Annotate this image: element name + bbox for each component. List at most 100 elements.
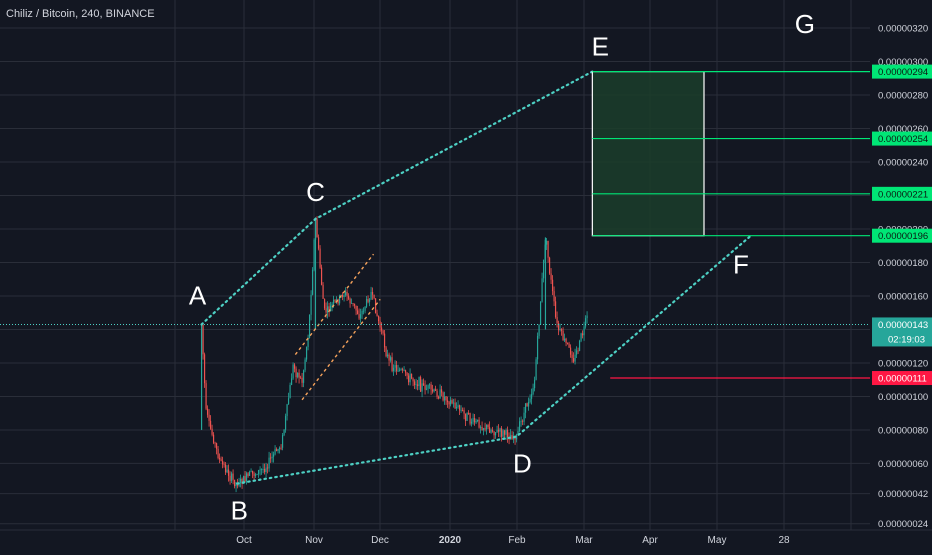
candle-body (566, 343, 569, 344)
candle-body (325, 308, 327, 313)
candle-body (386, 354, 389, 357)
y-tick-label: 0.00000060 (878, 459, 928, 470)
candle-body (238, 483, 240, 486)
y-tick-label: 0.00000024 (878, 519, 928, 530)
candle-body (226, 469, 228, 473)
candle-body (575, 350, 578, 355)
candle-body (448, 402, 450, 405)
candle-body (428, 384, 431, 386)
candle-body (458, 405, 461, 411)
candle-body (359, 314, 362, 319)
candle-body (472, 418, 474, 422)
candle-body (224, 464, 227, 473)
candle-body (424, 385, 426, 390)
y-tick-label: 0.00000160 (878, 291, 928, 302)
candle-body (557, 322, 560, 331)
candle-body (496, 429, 498, 433)
candle-body (559, 329, 561, 331)
candle-body (497, 429, 500, 432)
y-tick-label: 0.00000100 (878, 392, 928, 403)
candle-body (326, 306, 329, 313)
candle-body (430, 384, 432, 390)
candle-body (269, 457, 272, 459)
candle-body (211, 428, 213, 435)
x-tick-label: Oct (236, 535, 252, 546)
candle-body (461, 410, 464, 411)
candle-body (239, 478, 242, 484)
candle-body (274, 449, 276, 455)
candle-body (445, 396, 447, 401)
target-badge-1-label: 0.00000294 (878, 67, 928, 78)
wave-label-f: F (733, 250, 749, 280)
candle-body (296, 372, 299, 378)
y-axis[interactable]: 0.00000320 0.00000300 0.00000280 0.00000260… (870, 0, 932, 530)
x-tick-label: Nov (305, 535, 323, 546)
candle-body (409, 373, 411, 383)
candle-body (220, 459, 222, 461)
candle-body (505, 429, 507, 435)
candle-body (518, 421, 521, 431)
candle-body (578, 340, 581, 351)
candle-body (572, 358, 575, 362)
candle-body (205, 383, 207, 409)
target-zone-box (591, 70, 705, 237)
candle-body (257, 470, 260, 475)
x-axis[interactable]: Oct Nov Dec 2020 Feb Mar Apr May 28 (0, 529, 932, 546)
candle-body (493, 431, 495, 436)
candle-body (547, 240, 549, 258)
drawings[interactable] (0, 70, 872, 485)
candle-body (533, 379, 536, 389)
candle-body (335, 299, 338, 301)
candle-body (551, 279, 554, 292)
candle-body (503, 430, 506, 435)
candle-body (523, 412, 525, 422)
candle-body (347, 295, 350, 299)
candle-body (241, 478, 243, 484)
candle-body (281, 435, 284, 448)
candle-body (203, 354, 206, 384)
candle-body (418, 377, 420, 387)
y-tick-label: 0.00000120 (878, 358, 928, 369)
candle-body (511, 435, 513, 440)
candle-body (382, 330, 384, 334)
candle-body (455, 406, 458, 409)
candle-body (452, 402, 455, 404)
candle-body (397, 370, 399, 372)
candle-body (515, 434, 518, 440)
candle-body (454, 402, 456, 409)
candle-body (398, 369, 401, 371)
candle-body (244, 476, 246, 482)
candle-body (271, 456, 273, 459)
y-tick-label: 0.00000240 (878, 158, 928, 169)
candle-body (277, 448, 279, 452)
candle-body (293, 364, 296, 369)
candle-body (449, 400, 452, 405)
candle-body (491, 429, 494, 432)
candle-body (305, 347, 308, 360)
candle-body (272, 454, 275, 457)
candle-body (352, 302, 354, 304)
candle-body (394, 365, 396, 368)
candle-body (323, 298, 326, 309)
candle-body (223, 464, 225, 466)
candle-body (328, 306, 330, 312)
candle-body (526, 403, 528, 407)
candle-body (400, 369, 402, 371)
candle-body (410, 373, 413, 379)
candle-body (242, 476, 245, 484)
candle-body (250, 470, 252, 472)
candle-body (215, 443, 218, 449)
candle-body (530, 394, 533, 399)
candle-body (320, 267, 323, 285)
x-tick-label: Dec (371, 535, 389, 546)
candle-body (346, 291, 348, 296)
candle-body (218, 458, 221, 460)
candle-body (415, 384, 417, 386)
candle-body (214, 442, 216, 444)
candle-body (284, 416, 287, 430)
candle-body (319, 248, 321, 268)
candle-body (443, 396, 446, 401)
x-tick-label: May (708, 535, 727, 546)
